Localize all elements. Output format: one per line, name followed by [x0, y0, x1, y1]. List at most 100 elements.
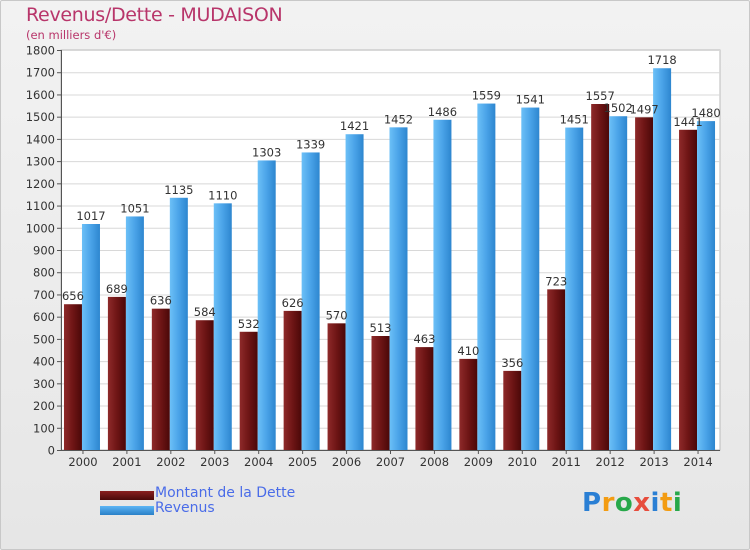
bar-dette: [107, 296, 126, 450]
y-tick-label: 400: [33, 355, 55, 369]
data-label-revenus: 1452: [384, 112, 413, 126]
logo-letter: x: [633, 488, 651, 518]
x-tick-label: 2003: [200, 455, 229, 469]
bar-revenus: [125, 216, 144, 450]
legend-label-revenus: Revenus: [155, 500, 215, 516]
data-label-dette: 636: [150, 294, 172, 308]
bar-revenus: [565, 127, 584, 451]
logo-letter: o: [614, 488, 634, 518]
x-tick-label: 2002: [156, 455, 185, 469]
bar-revenus: [477, 103, 496, 451]
data-label-revenus: 1421: [340, 119, 369, 133]
bar-revenus: [609, 116, 628, 450]
bar-dette: [459, 358, 478, 450]
data-label-dette: 656: [62, 289, 84, 303]
proxiti-logo: Proxiti: [582, 488, 682, 518]
logo-letter: i: [650, 488, 660, 518]
bar-revenus: [213, 203, 232, 450]
bar-dette: [239, 331, 258, 450]
bar-revenus: [257, 160, 276, 450]
data-label-dette: 513: [370, 321, 392, 335]
data-label-revenus: 1303: [252, 145, 281, 159]
x-tick-label: 2000: [68, 455, 97, 469]
bar-revenus: [653, 68, 672, 450]
legend-label-dette: Montant de la Dette: [155, 485, 296, 501]
bar-dette: [591, 104, 610, 450]
bar-revenus: [169, 197, 188, 450]
data-label-revenus: 1017: [76, 209, 105, 223]
x-tick-label: 2014: [683, 455, 712, 469]
bar-revenus: [389, 127, 408, 450]
data-label-revenus: 1480: [691, 106, 720, 120]
bar-revenus: [697, 121, 716, 450]
logo-letter: t: [659, 488, 673, 518]
data-label-revenus: 1502: [604, 101, 633, 115]
y-tick-label: 1800: [26, 44, 55, 58]
x-tick-label: 2007: [376, 455, 405, 469]
logo-letter: i: [672, 488, 683, 518]
data-label-dette: 463: [413, 332, 435, 346]
bar-dette: [635, 117, 654, 450]
bar-dette: [151, 308, 170, 450]
x-tick-label: 2009: [464, 455, 493, 469]
x-tick-label: 2006: [332, 455, 361, 469]
data-label-revenus: 1718: [647, 53, 676, 67]
bar-dette: [679, 129, 698, 450]
bar-dette: [371, 336, 390, 450]
data-label-revenus: 1559: [472, 89, 501, 103]
y-tick-label: 0: [48, 444, 55, 458]
x-tick-label: 2008: [420, 455, 449, 469]
y-tick-label: 1500: [26, 110, 55, 124]
legend-swatch-dette: [100, 491, 154, 500]
y-tick-label: 1400: [26, 132, 55, 146]
bar-dette: [415, 347, 434, 450]
bar-revenus: [301, 152, 320, 450]
y-tick-label: 200: [33, 399, 55, 413]
x-tick-label: 2010: [508, 455, 537, 469]
x-tick-label: 2004: [244, 455, 273, 469]
logo-letter: P: [582, 488, 602, 518]
bar-dette: [547, 289, 566, 450]
bar-revenus: [81, 224, 100, 450]
data-label-dette: 570: [326, 308, 348, 322]
data-label-dette: 1557: [586, 89, 615, 103]
data-label-dette: 584: [194, 305, 216, 319]
bar-dette: [283, 310, 302, 450]
bar-dette: [503, 370, 522, 450]
data-label-revenus: 1486: [428, 105, 457, 119]
data-label-revenus: 1339: [296, 137, 325, 151]
y-tick-label: 1600: [26, 88, 55, 102]
chart-subtitle: (en milliers d'€): [26, 28, 117, 42]
bar-dette: [195, 320, 214, 450]
y-tick-label: 1700: [26, 66, 55, 80]
y-tick-label: 1000: [26, 221, 55, 235]
y-tick-label: 600: [33, 310, 55, 324]
data-label-dette: 626: [282, 296, 304, 310]
x-tick-label: 2012: [596, 455, 625, 469]
bar-revenus: [345, 134, 364, 450]
data-label-dette: 689: [106, 282, 128, 296]
data-label-revenus: 1135: [164, 183, 193, 197]
data-label-dette: 1441: [673, 115, 702, 129]
x-tick-label: 2001: [112, 455, 141, 469]
data-label-dette: 410: [457, 344, 479, 358]
y-tick-label: 1100: [26, 199, 55, 213]
y-tick-label: 100: [33, 421, 55, 435]
bar-revenus: [521, 107, 540, 451]
y-tick-label: 800: [33, 266, 55, 280]
x-tick-label: 2013: [639, 455, 668, 469]
y-tick-label: 900: [33, 244, 55, 258]
y-tick-label: 300: [33, 377, 55, 391]
y-tick-label: 500: [33, 332, 55, 346]
data-label-revenus: 1451: [560, 113, 589, 127]
y-tick-label: 1300: [26, 155, 55, 169]
data-label-dette: 1497: [629, 102, 658, 116]
data-label-dette: 356: [501, 356, 523, 370]
data-label-dette: 723: [545, 274, 567, 288]
x-tick-label: 2011: [552, 455, 581, 469]
bar-dette: [327, 323, 346, 450]
legend-swatch-revenus: [100, 506, 154, 515]
logo-letter: r: [601, 488, 615, 518]
y-tick-label: 700: [33, 288, 55, 302]
